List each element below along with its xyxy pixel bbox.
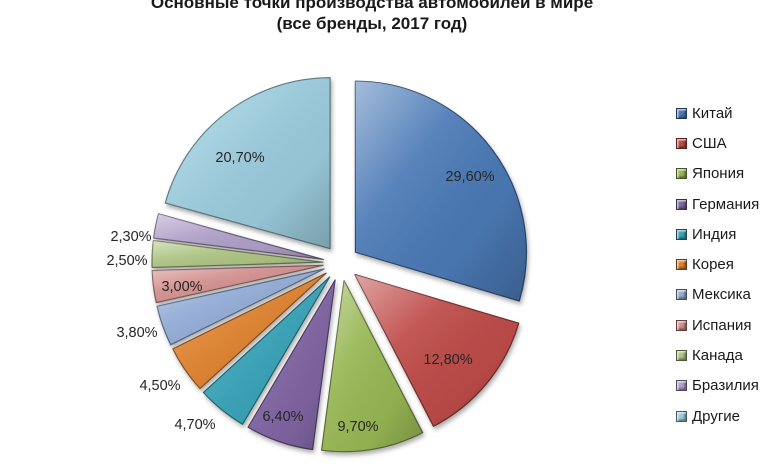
legend-color-swatch: [676, 259, 687, 271]
pie-slice-bevel-5: [172, 273, 327, 389]
legend-label: Индия: [692, 225, 737, 243]
pie-slice-bevel-3: [248, 280, 336, 450]
legend-color-swatch: [676, 137, 687, 149]
legend-label: Испания: [692, 316, 752, 334]
legend-item-2: Япония: [676, 159, 759, 189]
pie-slice-bevel-0: [355, 81, 527, 302]
legend-label: Бразилия: [692, 377, 759, 395]
legend-item-1: США: [676, 128, 759, 158]
legend-color-swatch: [676, 168, 687, 180]
pie-slice-bevel-10: [165, 77, 331, 249]
legend-item-10: Другие: [676, 401, 759, 431]
legend-color-swatch: [676, 410, 687, 422]
legend-label: Другие: [692, 407, 741, 425]
legend-label: Корея: [692, 256, 734, 274]
pie-slice-bevel-8: [152, 240, 323, 268]
legend-item-0: Китай: [676, 98, 759, 128]
legend-color-swatch: [676, 228, 687, 240]
legend-color-swatch: [676, 350, 687, 362]
pie-slice-bevel-1: [354, 274, 519, 427]
legend-label: Канада: [692, 347, 743, 365]
pie-slice-bevel-7: [152, 265, 324, 303]
legend-item-8: Канада: [676, 340, 759, 370]
legend-color-swatch: [676, 380, 687, 392]
legend-label: Китай: [692, 104, 733, 122]
pie-slice-bevel-2: [321, 280, 423, 452]
legend: Китай США Япония Германия Индия Корея Мексика И…: [676, 98, 759, 431]
legend-item-3: Германия: [676, 189, 759, 219]
legend-label: Япония: [692, 165, 745, 183]
legend-label: Германия: [692, 195, 760, 213]
legend-item-9: Бразилия: [676, 371, 759, 401]
legend-color-swatch: [676, 107, 687, 119]
legend-item-5: Корея: [676, 249, 759, 279]
pie-slice-bevel-6: [157, 269, 324, 345]
pie-slice-bevel-9: [153, 213, 324, 260]
legend-item-4: Индия: [676, 219, 759, 249]
legend-color-swatch: [676, 289, 687, 301]
legend-color-swatch: [676, 198, 687, 210]
legend-label: США: [692, 134, 727, 152]
legend-item-6: Мексика: [676, 280, 759, 310]
legend-label: Мексика: [692, 286, 751, 304]
legend-item-7: Испания: [676, 310, 759, 340]
legend-color-swatch: [676, 319, 687, 331]
pie-slice-bevel-4: [203, 277, 330, 425]
pie-slices-group: [151, 77, 527, 453]
